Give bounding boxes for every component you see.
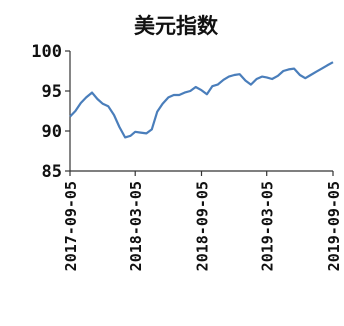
y-tick-label: 95	[42, 82, 62, 102]
axes	[65, 50, 334, 176]
x-tick-labels: 2017-09-05 2018-03-05 2018-09-05 2019-03-05…	[62, 181, 343, 271]
x-tick-label: 2017-09-05	[62, 181, 80, 271]
x-tick-label: 2019-09-05	[325, 181, 343, 271]
x-tick-label: 2018-03-05	[127, 181, 145, 271]
plot-area	[69, 61, 334, 139]
x-tick-label: 2019-03-05	[259, 181, 277, 271]
y-tick-labels: 100 95 90 85	[31, 42, 62, 182]
series-line	[69, 61, 334, 139]
y-tick-label: 90	[42, 122, 62, 142]
y-tick-label: 85	[42, 162, 62, 182]
x-tick-label: 2018-09-05	[194, 181, 212, 271]
y-tick-label: 100	[31, 42, 62, 62]
chart-title: 美元指数	[134, 14, 219, 38]
